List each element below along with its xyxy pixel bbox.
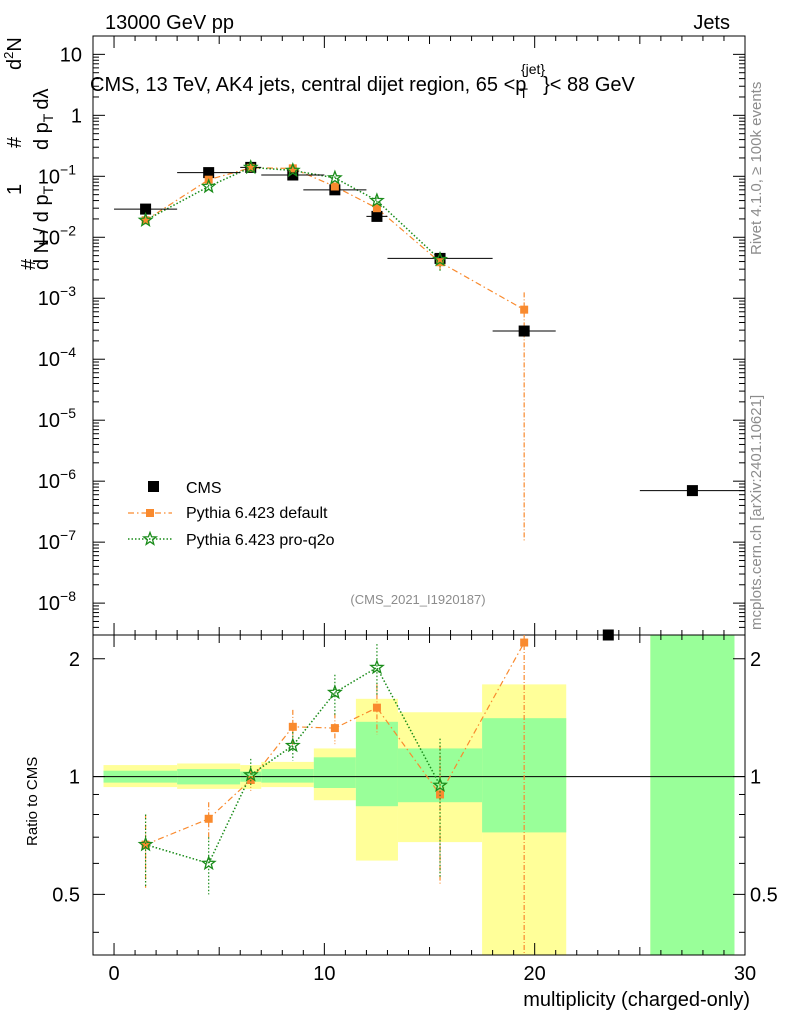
cms-marker: [140, 203, 152, 215]
default-marker: [372, 204, 381, 213]
ratio-tick-label-left: 0.5: [52, 884, 80, 906]
ratio-proq2o-marker: [137, 836, 154, 852]
y-axis-label-upper: # 1 d N / d pT # d2N d pTdλ: [1, 37, 56, 270]
upper-series: [114, 159, 745, 641]
mcplots-label: mcplots.cern.ch [arXiv:2401.10621]: [748, 395, 765, 630]
proq2o-marker: [242, 159, 259, 175]
cms-marker: [686, 485, 698, 497]
default-marker: [141, 216, 150, 225]
cms-marker: [602, 629, 614, 641]
ratio-series: [137, 635, 529, 955]
proq2o-marker: [137, 211, 154, 227]
proq2o-marker: [369, 192, 385, 208]
cms-marker: [518, 325, 530, 337]
ratio-tick-label-left: 1: [69, 767, 80, 789]
cms-marker: [371, 210, 383, 222]
ratio-proq2o-marker: [432, 776, 448, 792]
legend-marker-cms: [148, 481, 159, 492]
legend: CMS Pythia 6.423 default Pythia 6.423 pr…: [128, 480, 335, 549]
legend-marker-proq2o: [142, 530, 158, 546]
ratio-default-marker: [288, 722, 297, 731]
default-marker: [520, 305, 529, 314]
proq2o-marker: [432, 251, 448, 267]
default-marker: [288, 164, 297, 173]
header-right: Jets: [693, 12, 730, 34]
default-line: [145, 167, 525, 311]
y-tick-label-upper: 10−6: [38, 466, 76, 493]
ratio-band-green: [650, 635, 735, 955]
ylabel-d2n: d2N: [1, 37, 26, 70]
plot-frames: [92, 35, 746, 956]
proq2o-line: [145, 166, 441, 261]
ratio-default-line: [145, 642, 525, 846]
y-tick-label-upper: 10−8: [38, 588, 76, 615]
proq2o-marker: [326, 169, 343, 185]
ratio-default-marker: [141, 840, 150, 849]
ratio-tick-label-right: 1: [750, 767, 761, 789]
y-tick-label-upper: 10−4: [38, 344, 76, 371]
ylabel-dpdl: d pTdλ: [31, 89, 56, 151]
ratio-proq2o-marker: [369, 659, 385, 675]
ylabel-hash-bottom: #: [18, 258, 40, 270]
x-tick-label: 10: [313, 963, 335, 985]
proq2o-marker: [200, 178, 217, 194]
ratio-tick-label-right: 2: [750, 649, 761, 671]
ylabel-one: 1: [4, 184, 26, 195]
ratio-tick-label-left: 2: [69, 649, 80, 671]
y-tick-label-upper: 1: [71, 105, 82, 127]
rivet-label: Rivet 4.1.0, ≥ 100k events: [748, 82, 765, 255]
ratio-default-marker: [520, 638, 529, 647]
legend-label-cms: CMS: [186, 480, 222, 497]
ratio-default-marker: [436, 790, 445, 799]
ratio-default-marker: [372, 703, 381, 712]
y-tick-label-upper: 10−3: [38, 283, 76, 310]
axis-ticks: 0 10 20 3010110−110−210−310−410−510−610−710…: [38, 35, 778, 985]
ratio-band-green: [261, 769, 314, 783]
proq2o-marker: [284, 162, 301, 178]
default-marker: [330, 182, 339, 191]
ratio-proq2o-marker: [200, 855, 217, 871]
x-axis-label: multiplicity (charged-only): [523, 989, 750, 1011]
legend-label-default: Pythia 6.423 default: [186, 505, 328, 522]
ratio-default-marker: [204, 814, 213, 823]
y-tick-label-upper: 10: [60, 44, 82, 66]
x-tick-label: 0: [108, 963, 119, 985]
x-tick-label: 30: [734, 963, 756, 985]
y-tick-label-upper: 10−1: [38, 161, 76, 188]
ratio-ylabel: Ratio to CMS: [24, 757, 41, 846]
ratio-proq2o-marker: [284, 737, 301, 753]
watermark: (CMS_2021_I1920187): [350, 592, 485, 607]
cms-marker: [287, 169, 299, 181]
header-left: 13000 GeV pp: [105, 12, 234, 34]
x-tick-label: 20: [524, 963, 546, 985]
ratio-proq2o-marker: [242, 766, 259, 782]
cms-marker: [203, 167, 215, 179]
y-tick-label-upper: 10−5: [38, 405, 76, 432]
y-tick-label-upper: 10−2: [38, 222, 76, 249]
ratio-proq2o-marker: [326, 684, 343, 700]
ratio-default-marker: [330, 724, 339, 733]
lower-frame: [92, 634, 746, 956]
legend-marker-default: [146, 509, 154, 517]
ylabel-hash-top: #: [4, 136, 26, 148]
ratio-band-green: [355, 721, 398, 807]
default-marker: [246, 163, 255, 172]
ratio-band-green: [313, 757, 356, 788]
ratio-bands: [103, 635, 735, 955]
y-tick-label-upper: 10−7: [38, 527, 76, 554]
legend-label-proq2o: Pythia 6.423 pro-q2o: [186, 532, 335, 549]
chart-title: CMS, 13 TeV, AK4 jets, central dijet reg…: [90, 61, 635, 101]
ratio-tick-label-right: 0.5: [750, 884, 778, 906]
ylabel-dn: d N / d pT: [31, 185, 56, 270]
